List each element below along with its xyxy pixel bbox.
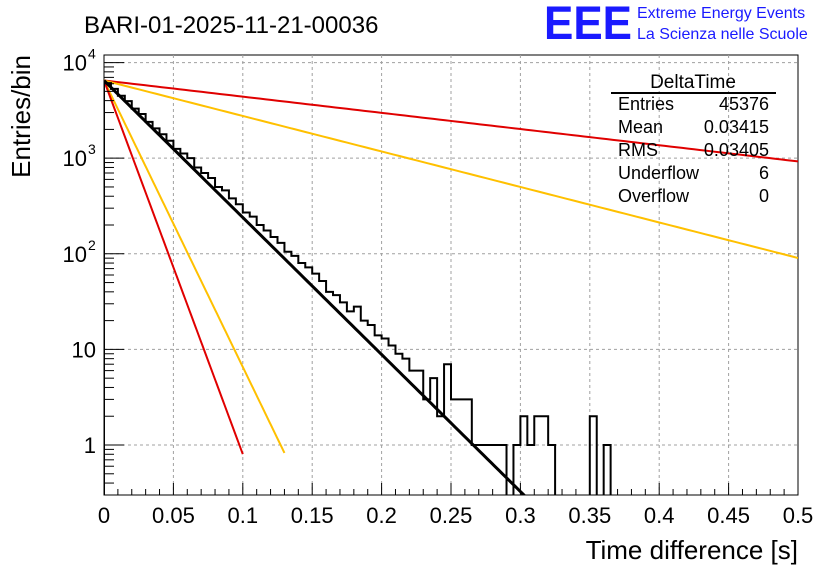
x-tick-label: 0.15 <box>291 503 334 528</box>
x-tick-label: 0.1 <box>228 503 259 528</box>
series-orange-steep <box>104 80 286 454</box>
stats-row: Overflow 0 <box>618 186 769 206</box>
y-tick-exponent: 4 <box>88 46 96 62</box>
stats-row: RMS 0.03405 <box>618 140 769 160</box>
stats-value: 0 <box>759 186 769 206</box>
series-red-steep <box>104 80 244 455</box>
stats-box: DeltaTime Entries 45376 Mean 0.03415 RMS 0.03… <box>611 72 776 206</box>
stats-label: Entries <box>618 94 674 114</box>
y-tick-label: 1 <box>84 433 96 458</box>
axis-ticks <box>103 62 799 496</box>
logo-line-1: Extreme Energy Events <box>637 5 805 22</box>
chart-title: BARI-01-2025-11-21-00036 <box>84 12 378 39</box>
y-tick-base: 10 <box>72 337 96 362</box>
stats-title: DeltaTime <box>650 72 736 93</box>
eee-logo: EEE Extreme Energy Events La Scienza nel… <box>544 0 808 49</box>
curves <box>104 79 798 495</box>
y-tick-base: 10 <box>63 242 87 267</box>
stats-value: 0.03405 <box>704 140 769 160</box>
x-tick-label: 0.2 <box>366 503 397 528</box>
y-tick-label: 10 2 <box>63 237 96 267</box>
y-tick-exponent: 3 <box>88 141 96 157</box>
stats-value: 45376 <box>719 94 769 114</box>
y-axis-label: Entries/bin <box>6 55 36 178</box>
x-axis-label: Time difference [s] <box>586 535 798 565</box>
series-orange-shallow <box>104 79 798 259</box>
x-tick-labels: 0 0.05 0.1 0.15 0.2 0.25 0.3 0.35 0.4 0.45 0.5 <box>98 503 813 528</box>
logo-line-2: La Scienza nelle Scuole <box>637 26 808 43</box>
y-tick-label: 10 4 <box>63 46 96 76</box>
x-tick-label: 0.35 <box>568 503 611 528</box>
y-tick-base: 10 <box>63 51 87 76</box>
logo-mark: EEE <box>544 0 632 49</box>
histogram-outline <box>104 82 612 495</box>
series-fit <box>104 79 527 495</box>
stats-value: 0.03415 <box>704 117 769 137</box>
y-tick-base: 10 <box>63 146 87 171</box>
stats-label: Overflow <box>618 186 690 206</box>
series-red-shallow <box>104 79 798 163</box>
stats-row: Underflow 6 <box>618 163 769 183</box>
x-tick-label: 0.5 <box>783 503 814 528</box>
y-tick-exponent: 2 <box>88 237 96 253</box>
x-tick-label: 0.45 <box>707 503 750 528</box>
stats-value: 6 <box>759 163 769 183</box>
stats-label: Underflow <box>618 163 700 183</box>
x-tick-label: 0 <box>98 503 110 528</box>
x-tick-label: 0.4 <box>644 503 675 528</box>
y-tick-base: 1 <box>84 433 96 458</box>
stats-label: RMS <box>618 140 658 160</box>
x-tick-label: 0.3 <box>505 503 536 528</box>
stats-row: Entries 45376 <box>618 94 769 114</box>
x-tick-label: 0.25 <box>430 503 473 528</box>
stats-row: Mean 0.03415 <box>618 117 769 137</box>
stats-label: Mean <box>618 117 663 137</box>
y-tick-label: 10 3 <box>63 141 96 171</box>
x-tick-label: 0.05 <box>152 503 195 528</box>
y-tick-label: 10 <box>72 337 96 362</box>
histogram <box>104 82 612 495</box>
